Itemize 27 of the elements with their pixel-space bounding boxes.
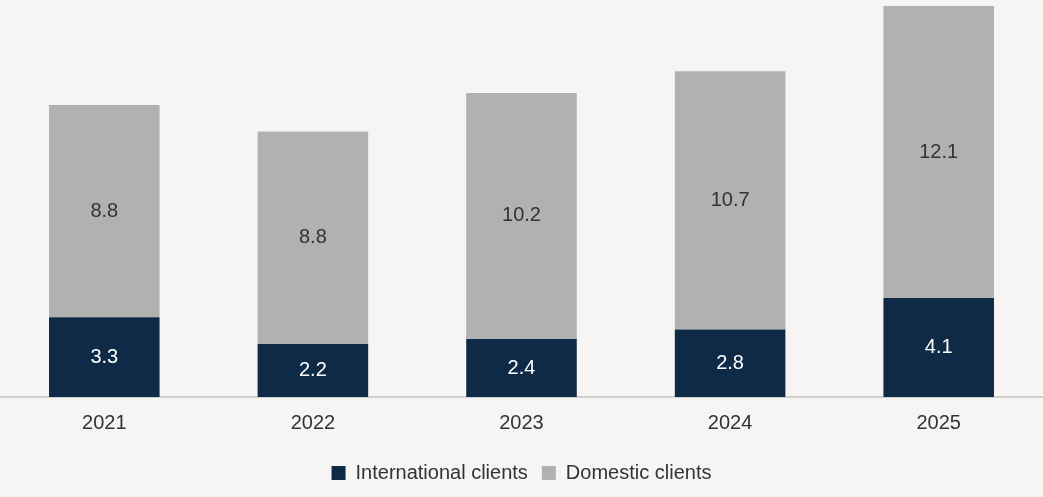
x-tick-label: 2023 [499,410,544,433]
x-tick-label: 2024 [707,410,753,433]
bar [466,92,577,340]
data-label: 10.2 [502,203,541,226]
data-label: 8.8 [90,198,119,221]
bar [674,329,786,397]
bar [883,6,994,299]
legend-label: International clients [355,460,528,483]
bar [49,104,160,318]
bar [257,343,369,397]
data-label: 2.2 [298,357,327,380]
legend-label: Domestic clients [565,460,712,483]
data-label: 2.4 [507,355,536,378]
data-label: 12.1 [919,139,959,162]
data-label: 10.7 [710,187,750,210]
data-label: 2.8 [716,350,745,373]
data-label: 4.1 [924,335,953,358]
bar [466,339,577,397]
x-tick-label: 2025 [916,410,961,433]
x-tick-label: 2021 [82,410,127,433]
data-label: 8.8 [298,225,327,248]
bar [674,71,786,330]
bar [257,131,369,344]
data-label: 3.3 [90,344,119,367]
bar [883,298,994,397]
bar [49,317,160,397]
x-tick-label: 2022 [290,410,336,433]
